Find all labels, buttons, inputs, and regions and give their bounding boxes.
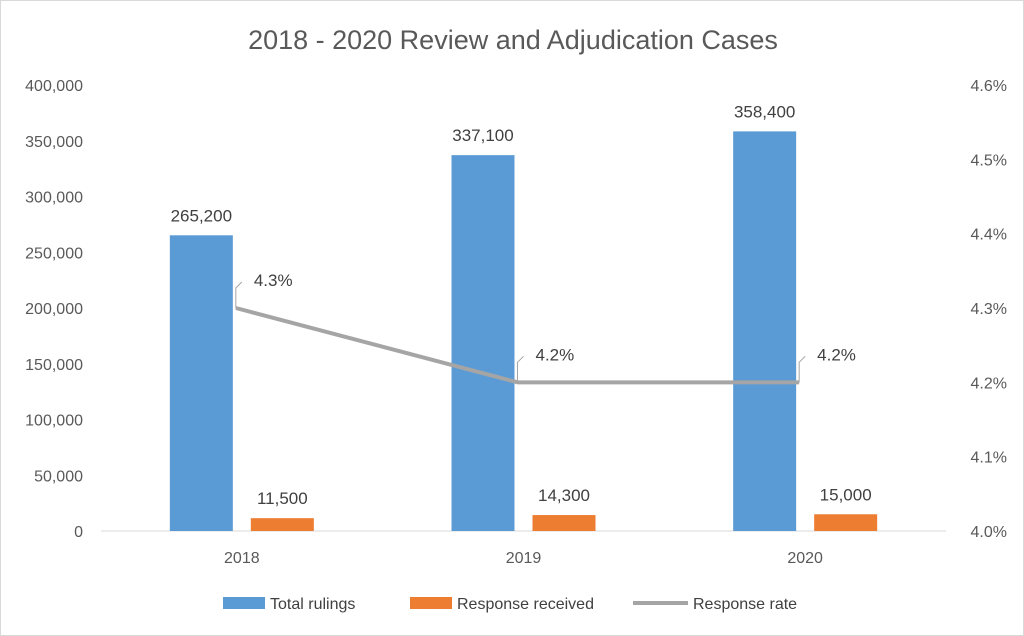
y-left-tick-label: 150,000 <box>25 357 83 374</box>
left-axis: 0 50,000 100,000 150,000 200,000 250,000 300,0… <box>25 78 83 541</box>
y-right-tick-label: 4.2% <box>971 375 1007 392</box>
y-right-tick-label: 4.0% <box>971 524 1007 541</box>
right-axis: 4.0% 4.1% 4.2% 4.3% 4.4% 4.5% 4.6% <box>971 78 1007 541</box>
y-right-tick-label: 4.6% <box>971 78 1007 95</box>
legend: Total rulings Response received Response r… <box>223 596 797 613</box>
response-received-data-label: 11,500 <box>257 489 308 508</box>
total-rulings-data-label: 358,400 <box>734 102 795 121</box>
total-rulings-bar <box>169 235 233 531</box>
response-rate-leader-line <box>235 281 243 308</box>
response-rate-data-label: 4.2% <box>817 345 856 364</box>
response-received-data-label: 14,300 <box>538 486 590 505</box>
response-rate-data-label: 4.3% <box>254 271 293 290</box>
legend-label-total-rulings: Total rulings <box>270 596 355 613</box>
x-axis: 2018 2019 2020 <box>224 550 823 567</box>
legend-swatch-response-received <box>410 597 452 609</box>
y-right-tick-label: 4.5% <box>971 152 1007 169</box>
response-received-bar <box>814 514 878 531</box>
y-left-tick-label: 0 <box>74 524 83 541</box>
response-received-bar <box>250 518 314 531</box>
x-tick-label: 2018 <box>224 550 260 567</box>
chart-title: 2018 - 2020 Review and Adjudication Case… <box>248 25 778 55</box>
y-left-tick-label: 50,000 <box>34 468 83 485</box>
y-right-tick-label: 4.3% <box>971 301 1007 318</box>
response-rate-data-label: 4.2% <box>536 345 575 364</box>
y-right-tick-label: 4.1% <box>971 450 1007 467</box>
response-rate-leader-line <box>798 355 806 383</box>
y-left-tick-label: 200,000 <box>25 301 83 318</box>
total-rulings-bar <box>733 131 797 531</box>
bars: 265,200 11,500 337,100 14,300 358,400 15,000 <box>169 102 878 532</box>
legend-label-response-rate: Response rate <box>693 596 797 613</box>
response-rate-line: 4.3% 4.2% 4.2% <box>235 271 856 385</box>
total-rulings-bar <box>451 155 515 532</box>
y-left-tick-label: 400,000 <box>25 78 83 95</box>
y-left-tick-label: 350,000 <box>25 134 83 151</box>
y-left-tick-label: 250,000 <box>25 245 83 262</box>
legend-label-response-received: Response received <box>457 596 594 613</box>
response-received-bar <box>532 515 596 531</box>
x-tick-label: 2020 <box>787 550 823 567</box>
legend-swatch-total-rulings <box>223 597 265 609</box>
total-rulings-data-label: 265,200 <box>171 206 232 225</box>
response-rate-leader-line <box>517 355 524 383</box>
x-tick-label: 2019 <box>506 550 542 567</box>
total-rulings-data-label: 337,100 <box>452 126 513 145</box>
y-right-tick-label: 4.4% <box>971 227 1007 244</box>
response-received-data-label: 15,000 <box>820 485 872 504</box>
y-left-tick-label: 300,000 <box>25 190 83 207</box>
y-left-tick-label: 100,000 <box>25 413 83 430</box>
